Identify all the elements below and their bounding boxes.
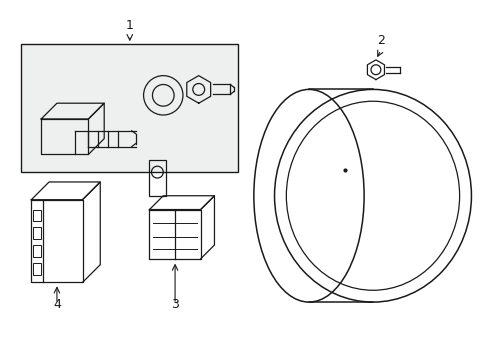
Bar — [33, 263, 41, 275]
Text: 2: 2 — [376, 34, 384, 47]
Text: 1: 1 — [125, 19, 133, 32]
Text: 4: 4 — [53, 298, 61, 311]
Bar — [33, 210, 41, 221]
Bar — [148, 160, 166, 196]
Bar — [21, 44, 238, 172]
Bar — [33, 227, 41, 239]
Text: 3: 3 — [171, 298, 179, 311]
Bar — [33, 245, 41, 257]
